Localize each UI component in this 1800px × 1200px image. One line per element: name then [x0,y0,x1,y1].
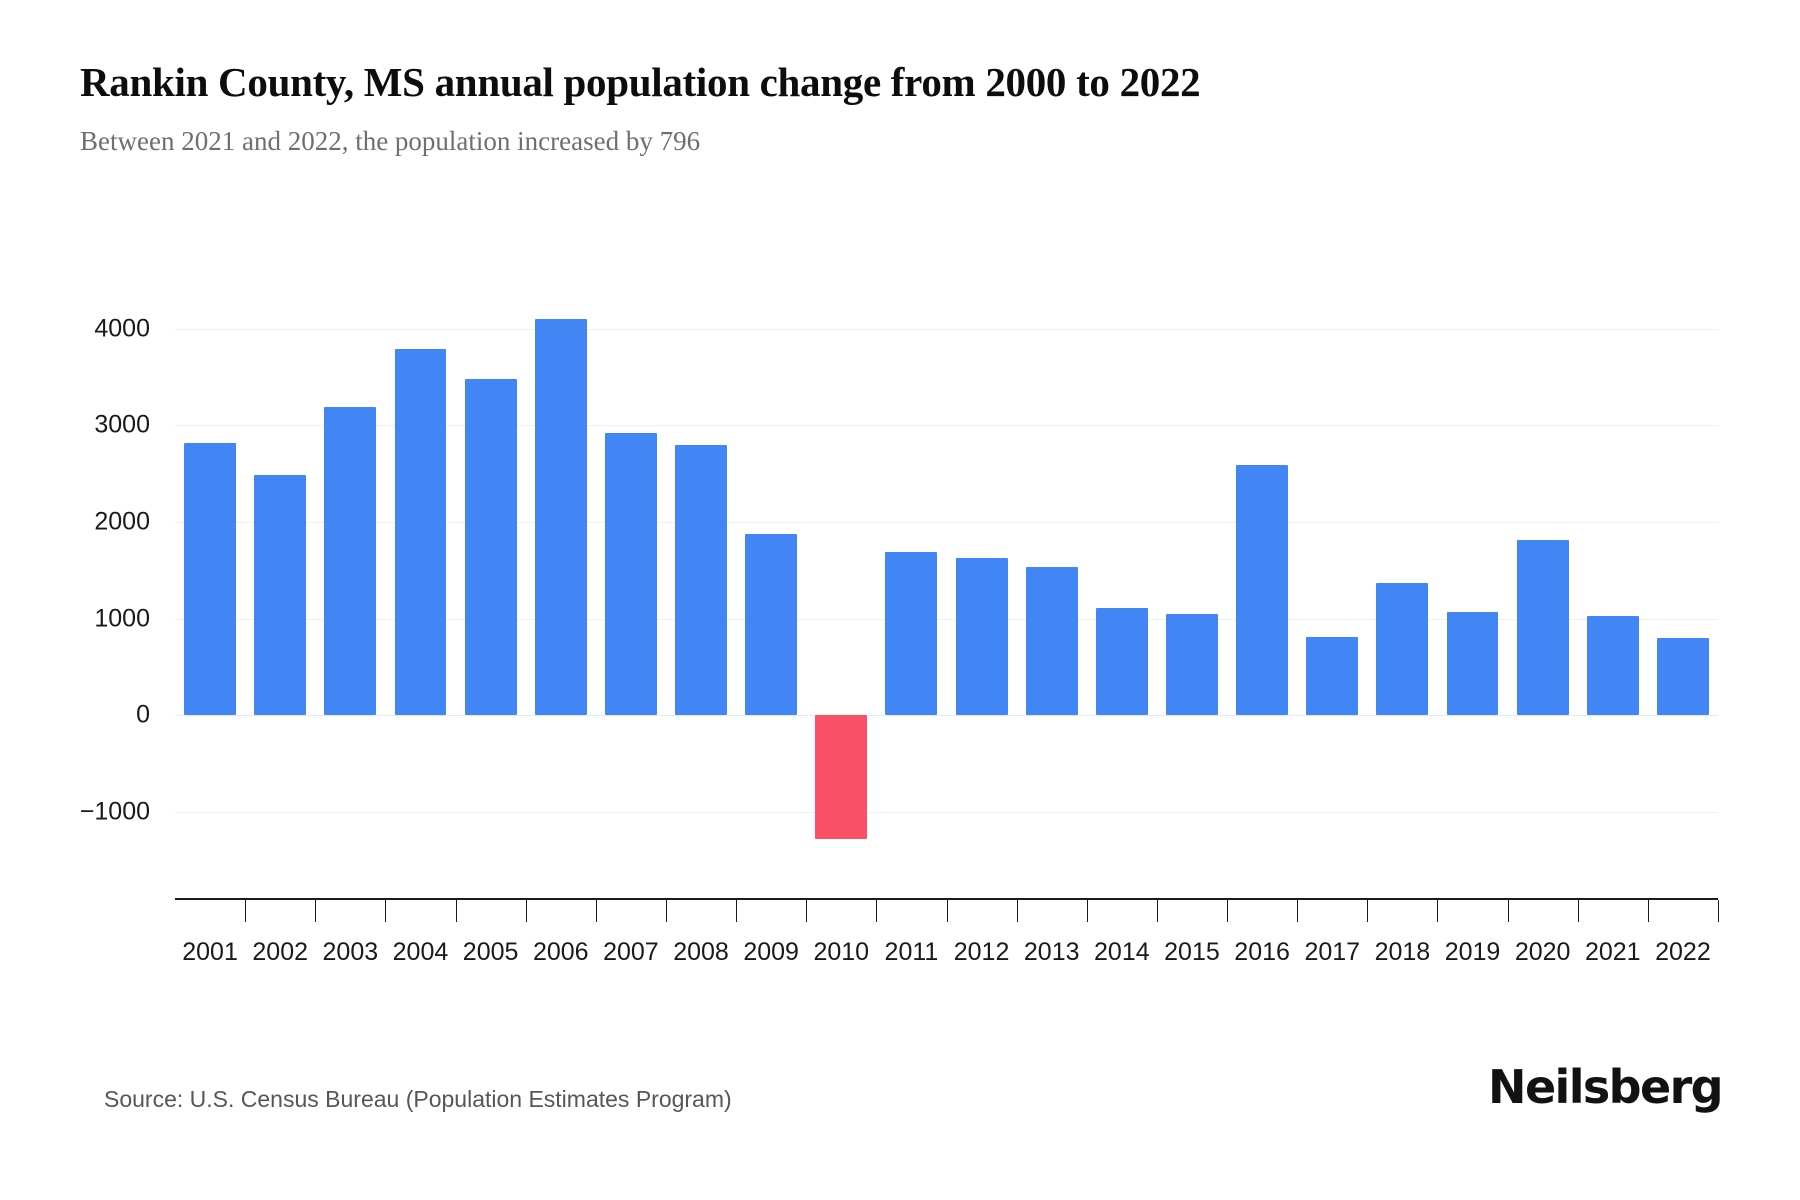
x-tick-mark [946,900,948,922]
plot-area [175,290,1718,870]
bar-2012[interactable] [955,557,1008,716]
x-tick-label-2007: 2007 [603,938,659,966]
x-tick-mark [1156,900,1158,922]
y-tick-label: 0 [136,700,150,729]
x-tick-mark [1086,900,1088,922]
bar-2019[interactable] [1446,611,1499,716]
x-tick-mark [1718,900,1719,922]
x-tick-mark [736,900,738,922]
x-tick-label-2010: 2010 [813,938,870,966]
x-tick-mark [1227,900,1229,922]
bar-2013[interactable] [1025,567,1078,716]
x-tick-label-2021: 2021 [1584,938,1641,966]
x-tick-label-2019: 2019 [1444,938,1501,966]
x-tick-label-2015: 2015 [1164,938,1220,966]
x-tick-label-2013: 2013 [1023,938,1080,966]
x-tick-label-2022: 2022 [1655,938,1711,966]
y-tick-label: 2000 [94,507,150,536]
y-axis-tick-labels: −1000 0 1000 2000 3000 4000 [0,290,150,870]
bar-2017[interactable] [1306,637,1359,716]
x-tick-label-2004: 2004 [392,938,449,966]
x-tick-label-2009: 2009 [743,938,799,966]
x-tick-mark [1437,900,1439,922]
x-tick-mark [315,900,317,922]
bar-2022[interactable] [1656,638,1709,716]
bar-2001[interactable] [184,442,236,716]
y-tick-label: 4000 [94,314,150,343]
bar-2007[interactable] [604,433,657,716]
bar-2011[interactable] [885,551,938,716]
x-tick-label-2014: 2014 [1094,938,1150,966]
bar-2018[interactable] [1376,582,1429,716]
x-tick-label-2003: 2003 [322,938,379,966]
x-tick-mark [595,900,597,922]
x-tick-mark [1507,900,1509,922]
bar-2014[interactable] [1095,608,1148,716]
x-tick-label-2006: 2006 [532,938,589,966]
chart-subtitle: Between 2021 and 2022, the population in… [80,126,701,156]
bar-2009[interactable] [745,533,798,716]
y-tick-label: −1000 [79,797,150,826]
bar-2020[interactable] [1516,540,1569,716]
x-tick-label-2011: 2011 [884,938,939,966]
bar-2003[interactable] [324,406,377,716]
x-tick-mark [806,900,808,922]
x-tick-mark [1577,900,1579,922]
x-tick-label-2016: 2016 [1234,938,1290,966]
x-tick-mark [385,900,387,922]
bar-2021[interactable] [1586,615,1639,716]
page-title: Rankin County, MS annual population chan… [80,59,1201,105]
y-tick-label: 3000 [94,410,150,439]
x-tick-mark [1647,900,1649,922]
y-tick-label: 1000 [94,604,150,633]
x-tick-mark [876,900,878,922]
x-tick-mark [455,900,457,922]
x-tick-mark [245,900,247,922]
x-tick-label-2017: 2017 [1304,938,1361,966]
x-tick-label-2005: 2005 [462,938,519,966]
x-tick-label-2002: 2002 [252,938,309,966]
x-axis-ticks [175,900,1719,922]
bar-2010[interactable] [815,715,868,840]
x-tick-label-2001: 2001 [182,938,238,966]
x-tick-mark [665,900,667,922]
x-tick-label-2012: 2012 [953,938,1010,966]
x-tick-label-2020: 2020 [1514,938,1571,966]
bar-2008[interactable] [675,444,727,716]
bar-2002[interactable] [254,474,307,716]
x-tick-mark [1016,900,1018,922]
x-tick-label-2018: 2018 [1374,938,1431,966]
bar-2016[interactable] [1236,464,1289,716]
x-tick-mark [1367,900,1369,922]
neilsberg-logo: Neilsberg [1488,1060,1724,1114]
x-tick-label-2008: 2008 [673,938,729,966]
x-tick-mark [1297,900,1299,922]
bar-2015[interactable] [1166,613,1218,716]
bar-2005[interactable] [464,378,517,716]
x-tick-mark [525,900,527,922]
bar-series [175,290,1718,870]
source-note: Source: U.S. Census Bureau (Population E… [104,1086,732,1112]
bar-2004[interactable] [394,348,447,716]
x-axis-line [175,898,1718,900]
bar-2006[interactable] [534,319,587,716]
x-axis-tick-labels: 2001 2002 2003 2004 2005 2006 2007 2008 2009 2010… [175,938,1718,972]
